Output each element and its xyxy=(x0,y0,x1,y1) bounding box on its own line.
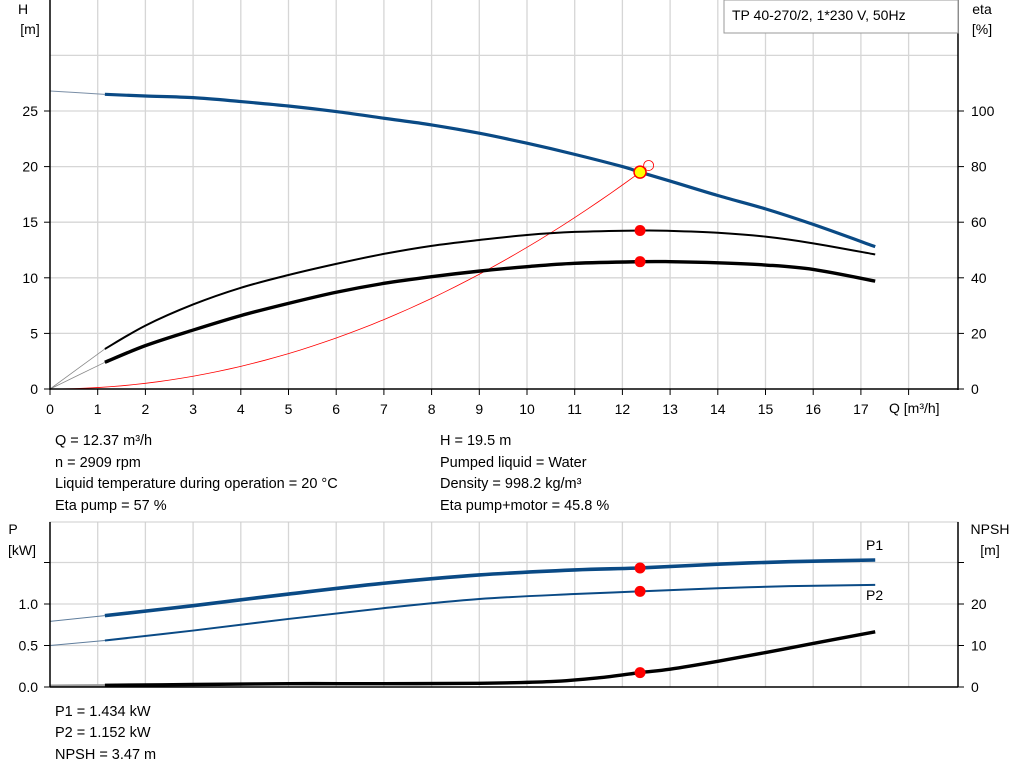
x-tick-label: 3 xyxy=(189,401,197,417)
npsh-axis-unit: [m] xyxy=(980,542,999,558)
bottom-grid xyxy=(49,521,959,688)
eta-tick-label: 40 xyxy=(971,270,987,286)
info-q: Q = 12.37 m³/h xyxy=(55,433,152,449)
eta-axis-title: eta xyxy=(972,1,992,17)
h-axis-unit: [m] xyxy=(20,21,39,37)
info-npsh: NPSH = 3.47 m xyxy=(55,747,156,763)
x-tick-label: 0 xyxy=(46,401,54,417)
eta-pump-motor-curve-extrapolation xyxy=(49,361,106,390)
labels: 0 1 2 3 4 5 6 7 8 9 10 11 12 13 14 15 16 1705101520250204… xyxy=(8,1,1009,695)
eta-tick-label: 20 xyxy=(971,325,987,341)
h-tick-label: 15 xyxy=(22,214,38,230)
x-tick-label: 9 xyxy=(475,401,483,417)
p-axis-title: P xyxy=(8,521,17,537)
p1-series-label: P1 xyxy=(866,537,883,553)
eta-tick-label: 100 xyxy=(971,103,995,119)
h-tick-label: 10 xyxy=(22,270,38,286)
x-tick-label: 7 xyxy=(380,401,388,417)
info-p2: P2 = 1.152 kW xyxy=(55,725,151,741)
npsh-duty-marker xyxy=(634,667,646,679)
x-tick-label: 1 xyxy=(94,401,102,417)
info-top: Q = 12.37 m³/h n = 2909 rpm Liquid tempe… xyxy=(55,433,609,514)
h-tick-label: 20 xyxy=(22,159,38,175)
q-axis-title: Q [m³/h] xyxy=(889,400,940,416)
npsh-tick-label: 20 xyxy=(971,596,987,612)
eta-axis-unit: [%] xyxy=(972,21,992,37)
info-eta-pump-motor: Eta pump+motor = 45.8 % xyxy=(440,498,609,514)
x-tick-label: 13 xyxy=(662,401,678,417)
npsh-curve xyxy=(104,630,876,688)
operating-point-marker xyxy=(633,165,647,179)
x-tick-label: 14 xyxy=(710,401,726,417)
x-tick-label: 15 xyxy=(758,401,774,417)
x-tick-label: 17 xyxy=(853,401,869,417)
x-tick-label: 12 xyxy=(615,401,631,417)
curves xyxy=(49,90,876,688)
info-eta-pump: Eta pump = 57 % xyxy=(55,498,167,514)
p-tick-label: 1.0 xyxy=(19,596,39,612)
eta-tick-label: 60 xyxy=(971,214,987,230)
info-p1: P1 = 1.434 kW xyxy=(55,704,151,720)
p1-curve xyxy=(104,558,876,618)
x-tick-label: 2 xyxy=(142,401,150,417)
x-tick-label: 4 xyxy=(237,401,245,417)
eta-tick-label: 80 xyxy=(971,159,987,175)
system-curve-end-marker xyxy=(643,160,655,171)
info-liquid: Pumped liquid = Water xyxy=(440,455,587,471)
title-box-text: TP 40-270/2, 1*230 V, 50Hz xyxy=(732,7,906,23)
p1-curve-extrapolation xyxy=(49,615,105,622)
system-curve xyxy=(49,167,647,390)
p2-series-label: P2 xyxy=(866,587,883,603)
h-tick-label: 0 xyxy=(30,381,38,397)
p-tick-label: 0.0 xyxy=(19,679,39,695)
head-curve xyxy=(104,92,876,249)
x-tick-label: 6 xyxy=(332,401,340,417)
x-tick-label: 10 xyxy=(519,401,535,417)
p2-curve xyxy=(104,583,876,642)
info-h: H = 19.5 m xyxy=(440,433,511,449)
info-density: Density = 998.2 kg/m³ xyxy=(440,476,582,492)
x-tick-label: 11 xyxy=(567,401,582,417)
info-bottom: P1 = 1.434 kW P2 = 1.152 kW NPSH = 3.47 … xyxy=(55,704,156,763)
head-curve-extrapolation xyxy=(49,90,105,95)
eta-pump-curve-extrapolation xyxy=(49,348,106,390)
eta-pump-motor-curve xyxy=(104,259,876,364)
duty-point-marker xyxy=(634,256,646,268)
x-tick-label: 16 xyxy=(805,401,821,417)
npsh-axis-title: NPSH xyxy=(971,521,1010,537)
info-temp: Liquid temperature during operation = 20… xyxy=(55,476,338,492)
axes xyxy=(44,0,964,688)
x-tick-label: 5 xyxy=(285,401,293,417)
p1-duty-marker xyxy=(634,562,646,574)
h-tick-label: 5 xyxy=(30,325,38,341)
x-tick-label: 8 xyxy=(428,401,436,417)
h-axis-title: H xyxy=(18,1,28,17)
p2-curve-extrapolation xyxy=(49,640,105,646)
h-tick-label: 25 xyxy=(22,103,38,119)
info-n: n = 2909 rpm xyxy=(55,455,141,471)
p-tick-label: 0.5 xyxy=(19,638,39,654)
title-box: TP 40-270/2, 1*230 V, 50Hz xyxy=(723,0,959,34)
p2-duty-marker xyxy=(634,585,646,597)
p-axis-unit: [kW] xyxy=(8,542,36,558)
eta-tick-label: 0 xyxy=(971,381,979,397)
eta-pump-curve xyxy=(104,229,876,350)
npsh-tick-label: 0 xyxy=(971,679,979,695)
npsh-tick-label: 10 xyxy=(971,638,987,654)
duty-point-marker xyxy=(634,225,646,237)
